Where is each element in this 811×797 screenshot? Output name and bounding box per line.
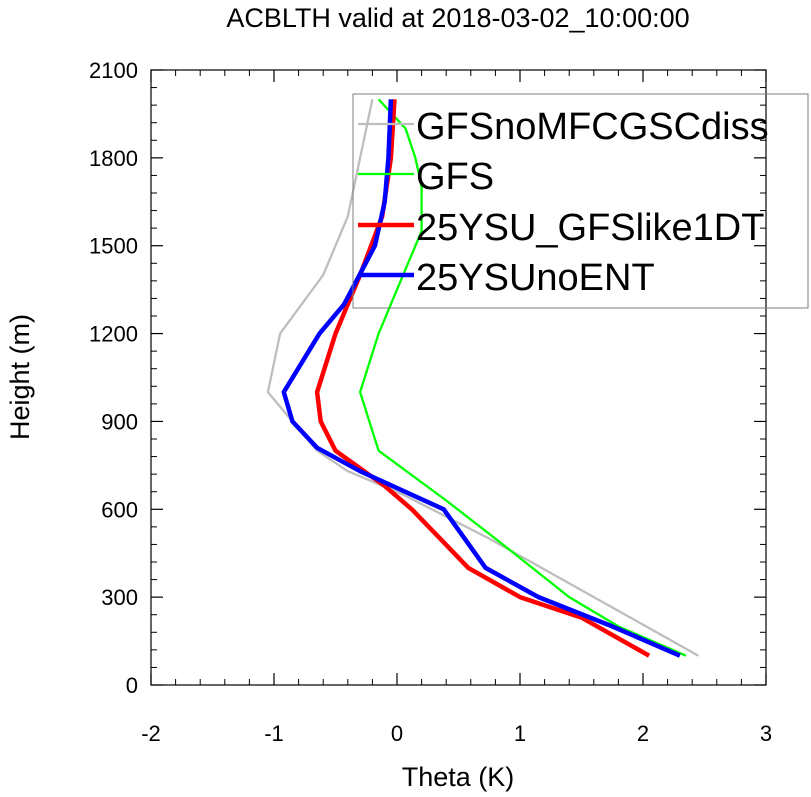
y-tick-label: 1200 xyxy=(89,322,138,347)
legend-label-2: GFS xyxy=(416,156,494,198)
y-tick-label: 900 xyxy=(101,409,138,434)
legend: GFSnoMFCGSCdiss GFS 25YSU_GFSlike1DT 25YSUn… xyxy=(352,93,809,309)
plot-frame xyxy=(150,69,767,686)
y-tick-label: 600 xyxy=(101,497,138,522)
chart-title: ACBLTH valid at 2018-03-02_10:00:00 xyxy=(226,3,689,33)
x-tick-label: 1 xyxy=(514,721,526,746)
x-tick-label: 0 xyxy=(391,721,403,746)
y-tick-label: 1800 xyxy=(89,146,138,171)
series-line-4 xyxy=(281,99,681,658)
series-line-2 xyxy=(358,98,687,657)
y-tick-label: 0 xyxy=(126,673,138,698)
x-axis-label: Theta (K) xyxy=(402,762,515,792)
legend-label-4: 25YSUnoENT xyxy=(416,257,655,299)
y-tick-label: 2100 xyxy=(89,58,138,83)
x-tick-label: 3 xyxy=(760,721,772,746)
legend-label-1: GFSnoMFCGSCdiss xyxy=(416,106,769,148)
x-tick-label: 2 xyxy=(637,721,649,746)
series-layer xyxy=(266,98,699,658)
ticks-layer: -2 -1 0 1 2 3 0 300 600 900 1200 1500 1800 2100 xyxy=(89,58,772,746)
legend-box xyxy=(352,93,809,309)
x-tick-label: -2 xyxy=(141,721,161,746)
y-axis-label: Height (m) xyxy=(5,314,35,440)
y-tick-label: 1500 xyxy=(89,234,138,259)
legend-label-3: 25YSU_GFSlike1DT xyxy=(416,207,764,249)
y-tick-label: 300 xyxy=(101,585,138,610)
x-tick-label: -1 xyxy=(264,721,284,746)
